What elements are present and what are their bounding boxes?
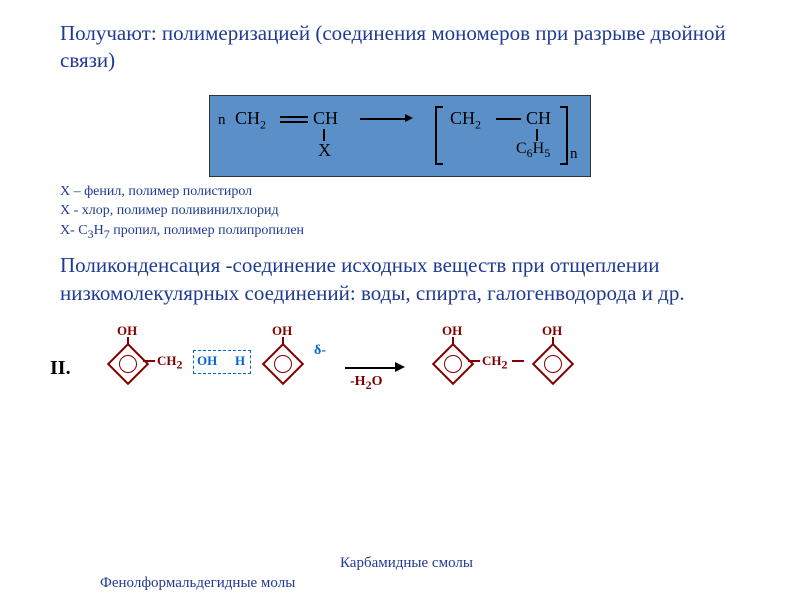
- ch2-monomer: CH2: [235, 108, 266, 133]
- water-minus: -H: [350, 374, 366, 389]
- ch2-1-sub: 2: [177, 358, 183, 372]
- ch2-1-text: CH: [157, 353, 177, 368]
- benzene-2: [262, 343, 304, 385]
- ch2-polymer: CH2: [450, 108, 481, 133]
- legend-line-3: X- C3H7 пропил, полимер полипропилен: [60, 221, 740, 243]
- ch2-text: CH: [235, 108, 260, 128]
- benzene-1: [107, 343, 149, 385]
- polycondensation-reaction: II. OH CH2 OH H OH δ- -H2O OH CH2 OH: [50, 322, 750, 422]
- minus-h2o: -H2O: [350, 374, 382, 393]
- polycondensation-paragraph: Поликонденсация -соединение исходных вещ…: [0, 242, 800, 312]
- c6h5-h: H: [533, 140, 545, 157]
- title-text: Получают: полимеризацией (соединения мон…: [0, 0, 800, 80]
- n-coefficient-right: n: [570, 146, 578, 163]
- delta-text: δ: [314, 343, 321, 358]
- double-bond-bottom: [280, 121, 308, 123]
- carbamide-label: Карбамидные смолы: [340, 555, 473, 572]
- x-substituent: X: [318, 140, 331, 161]
- polymer-bracket-right: [560, 106, 568, 165]
- ch2-bond-p2: [512, 360, 524, 362]
- ch2-1: CH2: [157, 353, 183, 373]
- legend3-c: пропил, полимер полипропилен: [110, 223, 304, 238]
- legend-line-1: X – фенил, полимер полистирол: [60, 182, 740, 202]
- reaction2-arrow-line: [345, 367, 395, 369]
- ch2-product: CH2: [482, 353, 508, 373]
- c6h5-group: C6H5: [516, 140, 550, 161]
- ch2r-text: CH: [450, 108, 475, 128]
- polymerization-reaction-box: n CH2 CH X CH2 CH C6H5 n: [209, 95, 591, 177]
- n-coefficient-left: n: [218, 112, 226, 129]
- reaction-arrow-line: [360, 118, 405, 120]
- roman-ii-label: II.: [50, 357, 71, 380]
- reaction-arrow-head: [405, 114, 413, 122]
- c6h5-c: C: [516, 140, 527, 157]
- c6h5-5: 5: [544, 146, 550, 160]
- h-leaving: H: [235, 353, 245, 369]
- single-bond-polymer: [496, 118, 521, 120]
- oh-leaving: OH: [197, 353, 217, 369]
- legend3-a: X- C: [60, 223, 88, 238]
- delta-symbol: δ-: [314, 343, 326, 359]
- ch-polymer: CH: [526, 108, 551, 129]
- ch2r-sub: 2: [475, 117, 481, 131]
- polymer-bracket-left: [435, 106, 443, 165]
- ch2-p-sub: 2: [502, 358, 508, 372]
- ch2-p-text: CH: [482, 353, 502, 368]
- benzene-p1: [432, 343, 474, 385]
- ch2-bond-1: [143, 360, 155, 362]
- benzene-p2: [532, 343, 574, 385]
- double-bond-top: [280, 116, 308, 118]
- x-legend-block: X – фенил, полимер полистирол X - хлор, …: [0, 182, 800, 243]
- reaction2-arrow-head: [395, 362, 405, 372]
- legend-line-2: X - хлор, полимер поливинилхлорид: [60, 201, 740, 221]
- water-o: O: [372, 374, 383, 389]
- phenol-formaldehyde-label: Фенолформальдегидные молы: [100, 575, 295, 592]
- legend3-b: H: [94, 223, 104, 238]
- ch2-bond-p: [468, 360, 480, 362]
- ch2-sub: 2: [260, 117, 266, 131]
- ch-monomer: CH: [313, 108, 338, 129]
